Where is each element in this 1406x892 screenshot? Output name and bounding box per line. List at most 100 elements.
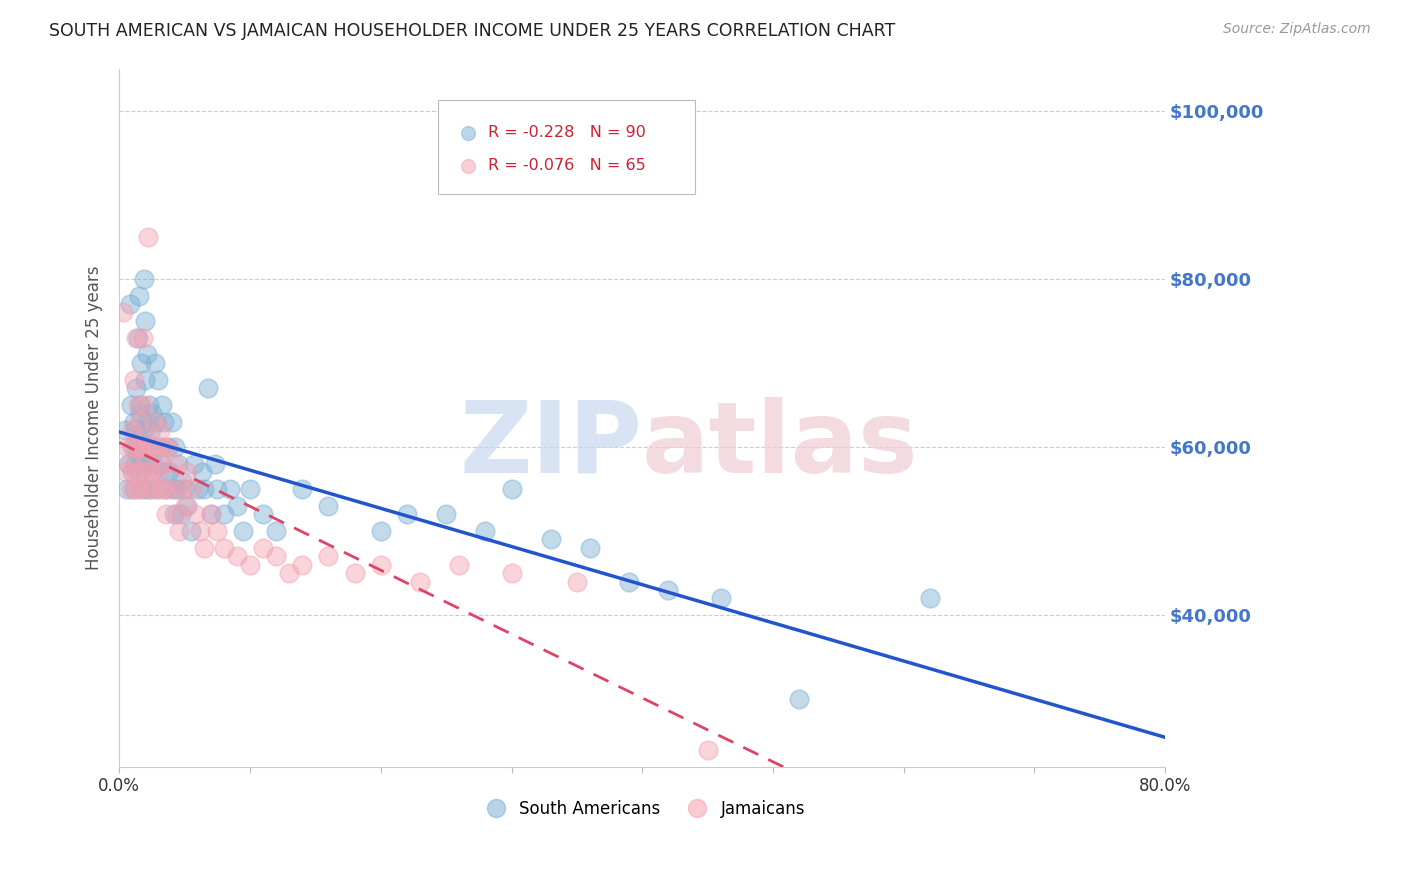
Point bbox=[155, 508, 177, 522]
Point bbox=[343, 566, 366, 581]
Point bbox=[139, 423, 162, 437]
Point bbox=[127, 449, 149, 463]
Point bbox=[122, 482, 145, 496]
Point bbox=[239, 558, 262, 572]
Point bbox=[134, 449, 156, 463]
Point bbox=[579, 541, 602, 555]
Point bbox=[226, 499, 249, 513]
Point bbox=[122, 415, 145, 429]
Point bbox=[264, 549, 287, 564]
Text: ZIP: ZIP bbox=[460, 397, 643, 494]
Point bbox=[115, 440, 138, 454]
Point bbox=[118, 457, 141, 471]
Point bbox=[163, 508, 186, 522]
Point bbox=[152, 457, 174, 471]
FancyBboxPatch shape bbox=[439, 100, 695, 194]
Point bbox=[135, 465, 157, 479]
Point bbox=[200, 508, 222, 522]
Point bbox=[149, 423, 172, 437]
Point bbox=[125, 381, 148, 395]
Point bbox=[149, 440, 172, 454]
Point bbox=[124, 457, 146, 471]
Point bbox=[136, 457, 159, 471]
Point bbox=[136, 229, 159, 244]
Point bbox=[696, 743, 718, 757]
Point bbox=[124, 465, 146, 479]
Point bbox=[125, 440, 148, 454]
Point bbox=[132, 398, 155, 412]
Point bbox=[226, 549, 249, 564]
Point bbox=[155, 482, 177, 496]
Point bbox=[135, 415, 157, 429]
Point bbox=[148, 373, 170, 387]
Point bbox=[197, 381, 219, 395]
Point bbox=[114, 465, 136, 479]
Point bbox=[264, 524, 287, 538]
Point bbox=[474, 524, 496, 538]
Point bbox=[129, 465, 152, 479]
Point bbox=[219, 482, 242, 496]
Point bbox=[132, 440, 155, 454]
Point bbox=[127, 398, 149, 412]
Point bbox=[434, 508, 457, 522]
Point bbox=[176, 465, 198, 479]
Point bbox=[132, 482, 155, 496]
Point bbox=[122, 440, 145, 454]
Point bbox=[138, 398, 160, 412]
Point bbox=[135, 347, 157, 361]
Point bbox=[142, 482, 165, 496]
Point bbox=[167, 457, 190, 471]
Point bbox=[138, 482, 160, 496]
Point bbox=[173, 482, 195, 496]
Point bbox=[125, 482, 148, 496]
Point bbox=[232, 524, 254, 538]
Point bbox=[125, 331, 148, 345]
Point bbox=[318, 549, 340, 564]
Point bbox=[212, 508, 235, 522]
Point bbox=[114, 423, 136, 437]
Point bbox=[132, 272, 155, 286]
Point bbox=[170, 508, 193, 522]
Legend: South Americans, Jamaicans: South Americans, Jamaicans bbox=[472, 793, 811, 824]
Point bbox=[787, 692, 810, 706]
Point bbox=[188, 524, 211, 538]
Point bbox=[131, 457, 153, 471]
Point bbox=[134, 314, 156, 328]
Point bbox=[148, 465, 170, 479]
Point bbox=[152, 398, 174, 412]
Y-axis label: Householder Income Under 25 years: Householder Income Under 25 years bbox=[86, 265, 103, 570]
Point bbox=[121, 465, 143, 479]
Point bbox=[204, 457, 226, 471]
Point bbox=[565, 574, 588, 589]
Point bbox=[370, 558, 392, 572]
Point bbox=[184, 508, 207, 522]
Point bbox=[122, 373, 145, 387]
Point bbox=[212, 541, 235, 555]
Point bbox=[120, 398, 142, 412]
Point bbox=[131, 440, 153, 454]
Point bbox=[160, 415, 183, 429]
Point bbox=[207, 524, 229, 538]
Text: R = -0.076   N = 65: R = -0.076 N = 65 bbox=[488, 158, 647, 173]
Text: atlas: atlas bbox=[643, 397, 920, 494]
Point bbox=[170, 474, 193, 488]
Point bbox=[200, 508, 222, 522]
Point bbox=[190, 465, 212, 479]
Point bbox=[278, 566, 301, 581]
Point bbox=[141, 465, 163, 479]
Point bbox=[153, 465, 176, 479]
Point bbox=[138, 440, 160, 454]
Point bbox=[128, 432, 150, 446]
Point bbox=[121, 440, 143, 454]
Point bbox=[136, 482, 159, 496]
Point bbox=[395, 508, 418, 522]
Point bbox=[165, 440, 187, 454]
Point bbox=[160, 482, 183, 496]
Point bbox=[131, 356, 153, 370]
Point bbox=[157, 465, 180, 479]
Point bbox=[129, 482, 152, 496]
Point bbox=[449, 558, 471, 572]
Point bbox=[132, 423, 155, 437]
Point bbox=[153, 482, 176, 496]
Text: SOUTH AMERICAN VS JAMAICAN HOUSEHOLDER INCOME UNDER 25 YEARS CORRELATION CHART: SOUTH AMERICAN VS JAMAICAN HOUSEHOLDER I… bbox=[49, 22, 896, 40]
